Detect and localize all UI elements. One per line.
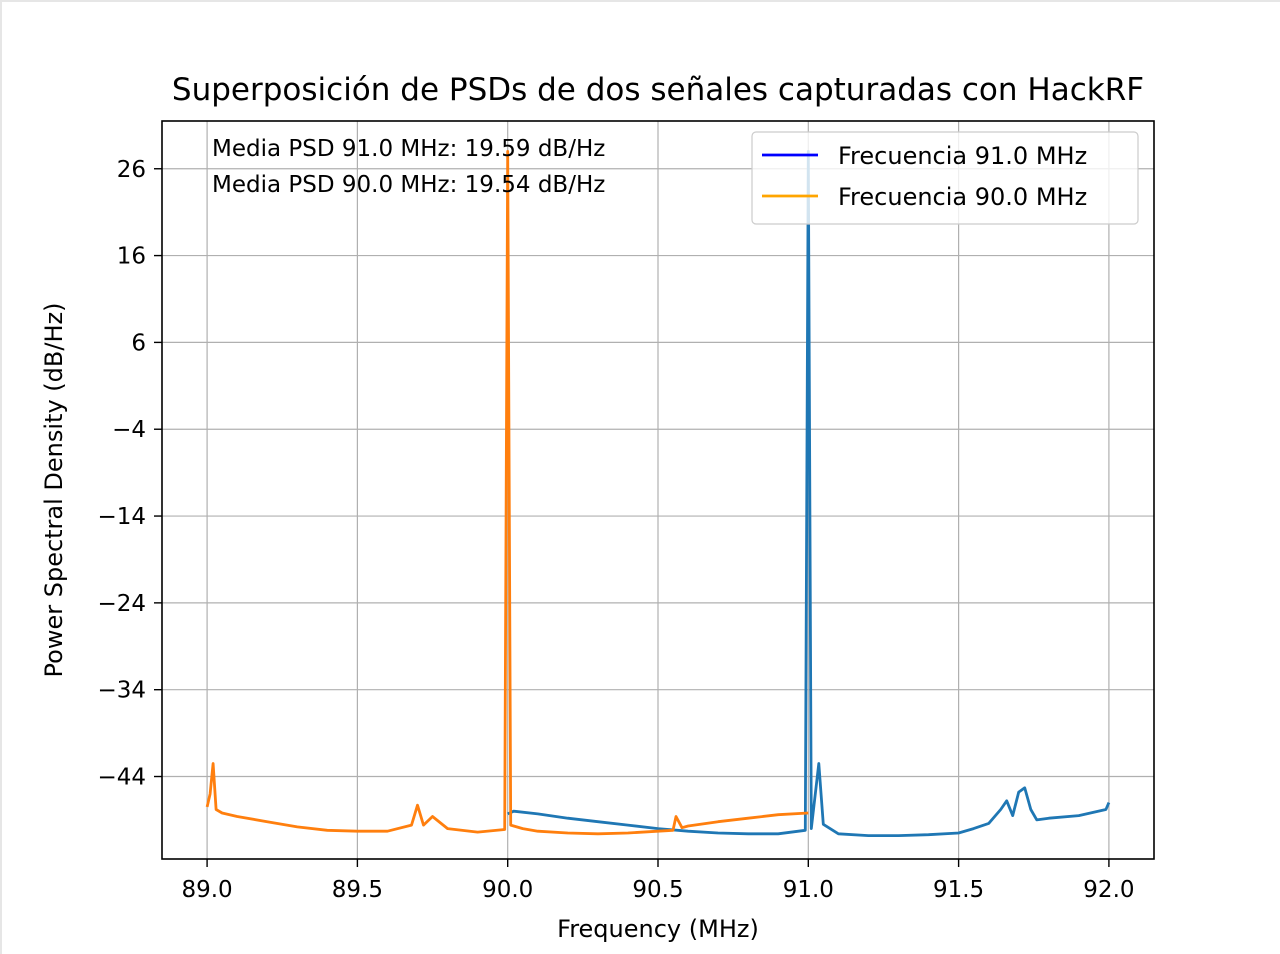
chart-title: Superposición de PSDs de dos señales cap…	[172, 72, 1144, 108]
x-tick-label: 90.5	[632, 877, 683, 903]
x-tick-label: 91.0	[783, 877, 834, 903]
y-tick-label: −4	[112, 417, 146, 443]
x-axis-label: Frequency (MHz)	[557, 915, 759, 943]
y-tick-label: 26	[117, 157, 146, 183]
annotation-mean-91: Media PSD 91.0 MHz: 19.59 dB/Hz	[212, 136, 605, 162]
legend-label-91: Frecuencia 91.0 MHz	[838, 142, 1087, 170]
x-axis-ticks: 89.0 89.5 90.0 90.5 91.0 91.5 92.0	[181, 859, 1135, 903]
grid-lines	[162, 121, 1154, 859]
y-axis-label: Power Spectral Density (dB/Hz)	[40, 303, 68, 678]
legend: Frecuencia 91.0 MHz Frecuencia 90.0 MHz	[751, 131, 1139, 225]
y-tick-label: −44	[97, 765, 146, 791]
y-tick-label: −34	[97, 678, 146, 704]
y-tick-label: 6	[131, 330, 146, 356]
series-91-mhz-line	[507, 149, 1111, 837]
x-tick-label: 92.0	[1083, 877, 1134, 903]
y-tick-label: −14	[97, 504, 146, 530]
y-tick-label: −24	[97, 591, 146, 617]
x-tick-label: 91.5	[933, 877, 984, 903]
legend-box	[751, 131, 1139, 225]
series-lines	[205, 149, 1111, 837]
series-90-mhz-line	[205, 149, 809, 836]
x-tick-label: 89.5	[332, 877, 383, 903]
x-tick-label: 89.0	[181, 877, 232, 903]
y-axis-ticks: 26 16 6 −4 −14 −24 −34 −44	[97, 157, 162, 791]
x-tick-label: 90.0	[482, 877, 533, 903]
annotation-mean-90: Media PSD 90.0 MHz: 19.54 dB/Hz	[212, 172, 605, 198]
legend-label-90: Frecuencia 90.0 MHz	[838, 183, 1087, 211]
y-tick-label: 16	[117, 244, 146, 270]
